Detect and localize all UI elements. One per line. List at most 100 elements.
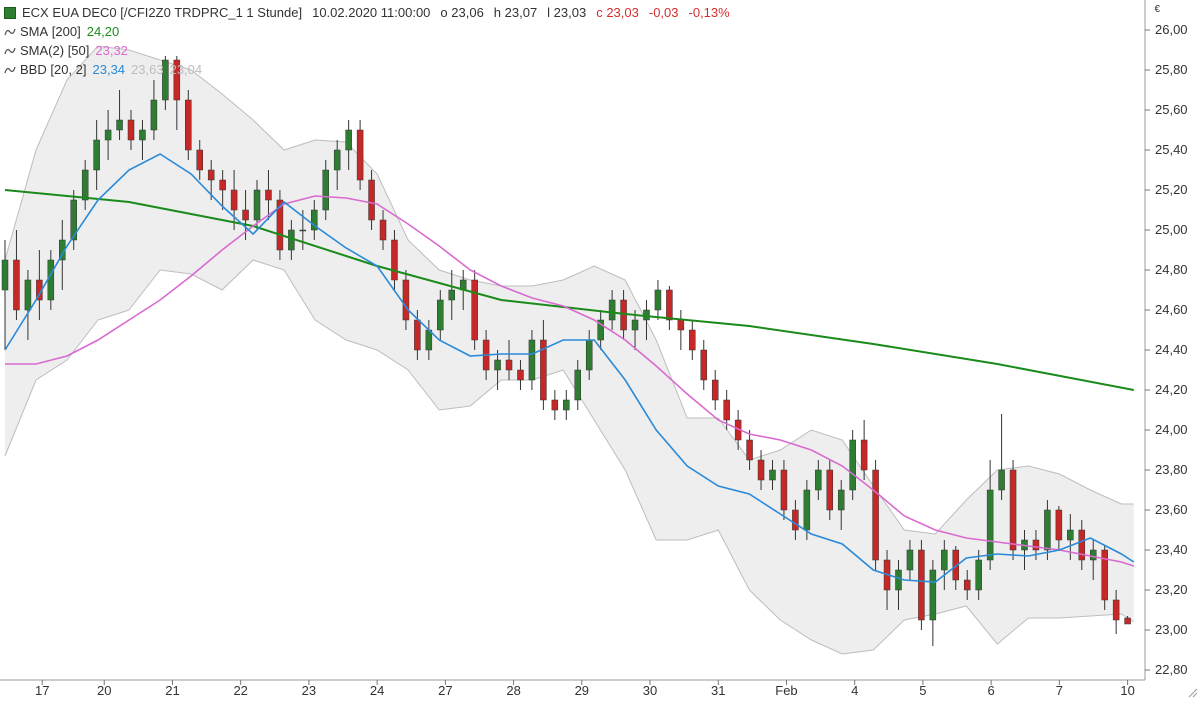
y-tick-label: 24,40	[1155, 342, 1188, 357]
candle-body	[70, 199, 77, 241]
y-tick-label: 25,60	[1155, 102, 1188, 117]
candle-body	[528, 339, 536, 381]
y-tick-label: 22,80	[1155, 662, 1188, 677]
instrument-name: ECX EUA DEC0 [/CFI2Z0 TRDPRC_1 1 Stunde]	[22, 5, 303, 20]
candle-body	[540, 339, 547, 401]
candle-body	[929, 569, 937, 621]
close-value: c 23,03	[596, 5, 639, 20]
x-tick-label: 7	[1056, 683, 1063, 698]
candle-body	[311, 209, 318, 231]
candle-body	[666, 289, 673, 321]
candle-body	[356, 129, 364, 181]
candle-body	[333, 149, 341, 171]
bollinger-middle-line	[4, 153, 1135, 583]
y-tick-label: 23,40	[1155, 542, 1188, 557]
candle-body	[608, 299, 616, 321]
candle-body	[1067, 529, 1074, 541]
candle-body	[654, 289, 662, 311]
currency-symbol: €	[1154, 4, 1160, 15]
candle-body	[196, 149, 203, 171]
bar-datetime: 10.02.2020 11:00:00	[312, 5, 431, 20]
candle-body	[402, 279, 410, 321]
candle-body	[952, 549, 960, 581]
legend-bbd[interactable]: BBD [20, 2] 23,34 23,63 23,04	[4, 60, 740, 79]
y-tick-label: 25,40	[1155, 142, 1188, 157]
x-tick-label: 17	[35, 683, 49, 698]
candle-body	[631, 319, 639, 331]
y-tick-label: 24,80	[1155, 262, 1188, 277]
sma200-param: [200]	[51, 24, 81, 39]
x-tick-label: 6	[988, 683, 995, 698]
wave-icon	[4, 47, 16, 54]
y-tick-label: 24,00	[1155, 422, 1188, 437]
candle-body	[93, 139, 100, 171]
candle-body	[81, 169, 89, 201]
candle-body	[345, 129, 352, 151]
candle-body	[242, 209, 249, 221]
sma50-value: 23,32	[95, 43, 128, 58]
y-tick-label: 24,60	[1155, 302, 1188, 317]
chart-legend: ECX EUA DEC0 [/CFI2Z0 TRDPRC_1 1 Stunde]…	[4, 3, 740, 79]
x-tick-label: 5	[919, 683, 926, 698]
candle-body	[1055, 509, 1063, 541]
candle-body	[391, 239, 398, 281]
bbd-lower-value: 23,04	[169, 62, 203, 77]
wave-icon	[4, 66, 16, 73]
x-tick-label: 10	[1120, 683, 1134, 698]
resize-grip-icon[interactable]	[1188, 688, 1198, 698]
candle-body	[219, 179, 226, 191]
candle-body	[1, 259, 9, 291]
candle-body	[574, 369, 582, 401]
candle-body	[185, 99, 192, 151]
candle-body	[1044, 509, 1051, 551]
x-tick-label: 24	[370, 683, 384, 698]
candle-body	[1124, 617, 1131, 625]
bbd-param: [20, 2]	[50, 62, 87, 77]
candle-body	[711, 379, 719, 401]
candle-body	[677, 319, 685, 331]
bbd-upper-value: 23,63	[131, 62, 164, 77]
candle-body	[746, 439, 753, 461]
candle-body	[379, 219, 387, 241]
candle-body	[1101, 549, 1108, 601]
candle-body	[1032, 539, 1040, 551]
bbd-label: BBD	[20, 62, 47, 77]
x-tick-label: 27	[438, 683, 452, 698]
candle-body	[1112, 599, 1120, 621]
candle-body	[104, 129, 112, 141]
candle-body	[471, 279, 478, 341]
candle-body	[826, 469, 834, 511]
candle-body	[1078, 529, 1086, 561]
legend-sma200[interactable]: SMA [200] 24,20	[4, 22, 740, 41]
sma200-line	[4, 189, 1134, 391]
candle-body	[448, 289, 455, 301]
y-tick-label: 23,80	[1155, 462, 1188, 477]
x-tick-label: 21	[165, 683, 179, 698]
bbd-mid-value: 23,34	[92, 62, 126, 77]
candle-body	[597, 319, 604, 341]
candle-body	[322, 169, 329, 211]
candle-body	[253, 189, 261, 221]
sma200-label: SMA	[20, 24, 49, 39]
candle-body	[505, 359, 513, 371]
candle-body	[563, 399, 570, 411]
candle-body	[24, 279, 32, 311]
candle-body	[975, 559, 982, 591]
candle-body	[299, 229, 307, 232]
y-tick-label: 24,20	[1155, 382, 1188, 397]
candle-body	[769, 469, 776, 481]
candle-body	[207, 169, 215, 181]
candle-body	[872, 469, 879, 561]
open-value: o 23,06	[440, 5, 484, 20]
candle-body	[173, 59, 181, 101]
candle-body	[780, 469, 788, 511]
candle-body	[494, 359, 501, 371]
candle-body	[585, 339, 593, 371]
candle-body	[986, 489, 994, 561]
candle-body	[860, 439, 868, 471]
candle-body	[368, 179, 375, 221]
legend-sma50[interactable]: SMA(2) [50] 23,32	[4, 41, 740, 60]
x-tick-label: Feb	[775, 683, 797, 698]
